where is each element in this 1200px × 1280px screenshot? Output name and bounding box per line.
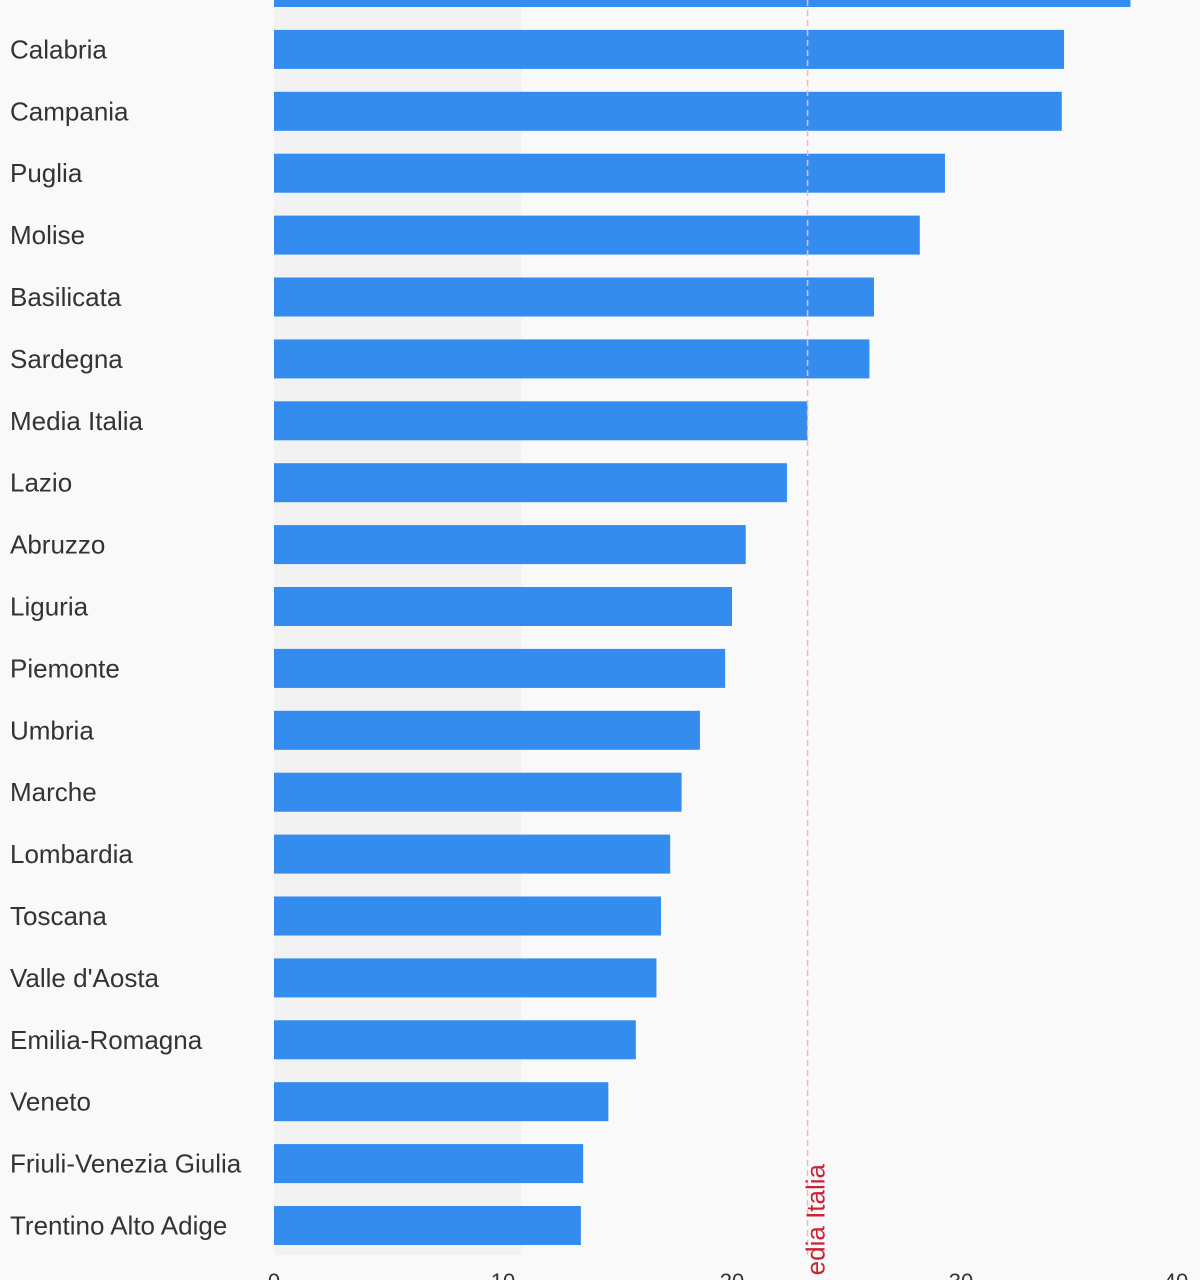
- bar: [274, 91, 1062, 131]
- category-label: Marche: [10, 777, 97, 807]
- category-label: Puglia: [10, 158, 83, 188]
- bar: [274, 0, 1131, 7]
- bar: [274, 339, 870, 379]
- bar: [274, 834, 671, 874]
- bar: [274, 896, 662, 936]
- category-label: Veneto: [10, 1087, 91, 1117]
- category-label: Abruzzo: [10, 530, 105, 560]
- x-tick-label: 0: [268, 1269, 280, 1280]
- bar: [274, 710, 700, 750]
- category-label: Lombardia: [10, 839, 133, 869]
- x-tick-label: 40: [1164, 1269, 1188, 1280]
- category-label: Lazio: [10, 468, 72, 498]
- category-label: Trentino Alto Adige: [10, 1211, 227, 1241]
- category-label: Calabria: [10, 34, 107, 64]
- bar: [274, 958, 657, 998]
- category-label: Basilicata: [10, 282, 122, 312]
- bar: [274, 277, 874, 317]
- bar: [274, 29, 1065, 69]
- x-tick-label: 10: [491, 1269, 515, 1280]
- bar: [274, 772, 682, 812]
- category-label: Friuli-Venezia Giulia: [10, 1149, 242, 1179]
- bar: [274, 215, 920, 255]
- bar: [274, 1020, 636, 1060]
- category-label: Piemonte: [10, 653, 120, 683]
- bar: [274, 1206, 581, 1245]
- bar: [274, 525, 746, 565]
- category-label: Valle d'Aosta: [10, 963, 160, 993]
- category-label: Molise: [10, 220, 85, 250]
- x-tick-label: 30: [949, 1269, 973, 1280]
- category-label: Campania: [10, 96, 129, 126]
- category-label: Media Italia: [10, 406, 143, 436]
- bar: [274, 648, 726, 688]
- bar: [274, 1144, 584, 1184]
- category-label: Liguria: [10, 592, 89, 622]
- category-label: Toscana: [10, 901, 107, 931]
- bar: [274, 401, 808, 441]
- bar: [274, 587, 732, 626]
- category-label: Emilia-Romagna: [10, 1025, 203, 1055]
- category-label: Umbria: [10, 715, 94, 745]
- bar: [274, 1082, 609, 1122]
- bar: [274, 463, 787, 503]
- x-tick-label: 20: [720, 1269, 744, 1280]
- bar: [274, 153, 945, 193]
- category-label: Sardegna: [10, 344, 123, 374]
- reference-line-label: edia Italia: [801, 1163, 831, 1275]
